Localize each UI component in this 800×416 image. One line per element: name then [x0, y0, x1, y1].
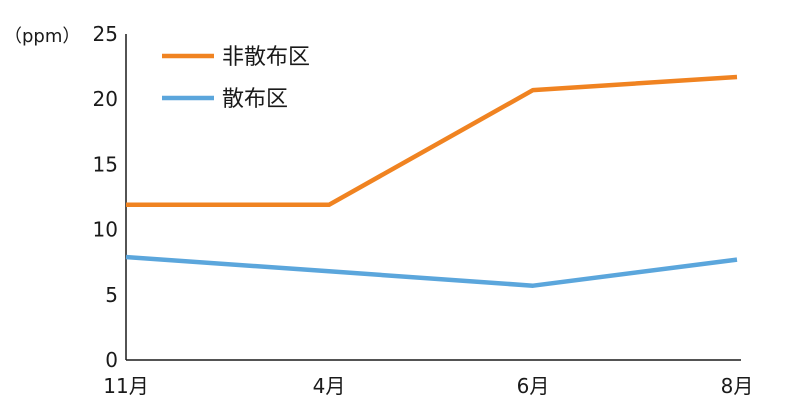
y-axis-unit-label: （ppm）: [4, 26, 80, 47]
legend-label-1: 散布区: [222, 87, 288, 112]
series-line-1: [125, 254, 738, 288]
series-lines: [125, 74, 738, 288]
legend-label-0: 非散布区: [222, 45, 310, 70]
series-line-0: [126, 74, 738, 208]
y-tick-label: 5: [105, 283, 118, 307]
x-tick-label: 4月: [313, 374, 346, 398]
y-tick-label: 25: [93, 22, 118, 46]
y-tick-label: 10: [93, 218, 118, 242]
y-tick-label: 0: [105, 348, 118, 372]
y-axis-tick-labels: 0 5 10 15 20 25: [93, 22, 118, 372]
y-tick-label: 20: [93, 87, 118, 111]
y-tick-label: 15: [93, 152, 118, 176]
x-axis-tick-labels: 11月 4月 6月 8月: [103, 374, 753, 398]
x-tick-label: 11月: [103, 374, 148, 398]
x-tick-label: 6月: [517, 374, 550, 398]
x-tick-label: 8月: [721, 374, 754, 398]
